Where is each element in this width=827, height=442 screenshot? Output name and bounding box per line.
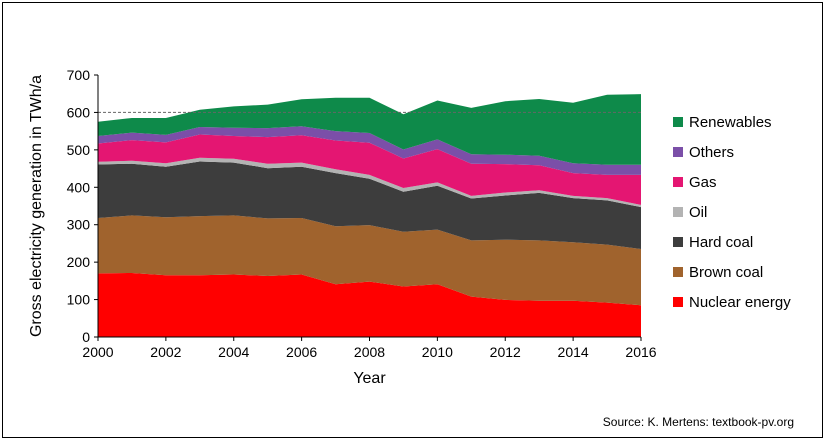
area-brown-coal [98,215,641,306]
legend-label-hard-coal: Hard coal [689,234,753,251]
y-tick-label: 400 [67,179,91,195]
legend-swatch-gas [673,177,683,187]
legend-label-brown-coal: Brown coal [689,264,763,281]
x-tick-label: 2016 [625,344,656,360]
y-axis-title: Gross electricity generation in TWh/a [28,75,45,337]
legend-label-gas: Gas [689,174,717,191]
y-tick-label: 100 [67,292,91,308]
area-gas [98,134,641,205]
x-tick-label: 2012 [490,344,521,360]
area-renewables [98,94,641,165]
legend: Renewables Others Gas Oil Hard coal Brown coa… [673,114,791,311]
area-nuclear-energy [98,273,641,337]
legend-label-renewables: Renewables [689,114,772,131]
legend-swatch-hard-coal [673,237,683,247]
chart: 0 100 200 300 400 500 600 700 2000 2002 2004 2006 20… [28,67,791,387]
axes [94,74,642,341]
x-tick-label: 2002 [150,344,181,360]
legend-swatch-nuclear-energy [673,297,683,307]
area-oil [98,157,641,208]
y-tick-label: 300 [67,217,91,233]
x-tick-label: 2006 [286,344,317,360]
area-layers [98,94,641,337]
y-tick-label: 500 [67,142,91,158]
legend-label-others: Others [689,144,734,161]
x-tick-label: 2010 [422,344,453,360]
x-tick-label: 2000 [82,344,113,360]
x-tick-label: 2014 [558,344,589,360]
legend-swatch-oil [673,207,683,217]
legend-swatch-renewables [673,117,683,127]
x-axis-title: Year [353,370,386,387]
area-hard-coal [98,161,641,249]
area-others [98,126,641,175]
legend-label-oil: Oil [689,204,707,221]
x-tick-label: 2008 [354,344,385,360]
y-tick-label: 0 [82,329,90,345]
y-tick-label: 600 [67,104,91,120]
chart-frame: 0 100 200 300 400 500 600 700 2000 2002 2004 2006 20… [2,2,823,438]
y-tick-label: 700 [67,67,91,83]
legend-swatch-others [673,147,683,157]
x-tick-label: 2004 [218,344,249,360]
source-credit: Source: K. Mertens: textbook-pv.org [602,415,794,429]
legend-swatch-brown-coal [673,267,683,277]
tick-labels: 0 100 200 300 400 500 600 700 2000 2002 2004 2006 20… [67,67,657,360]
y-tick-label: 200 [67,254,91,270]
legend-label-nuclear-energy: Nuclear energy [689,294,791,311]
